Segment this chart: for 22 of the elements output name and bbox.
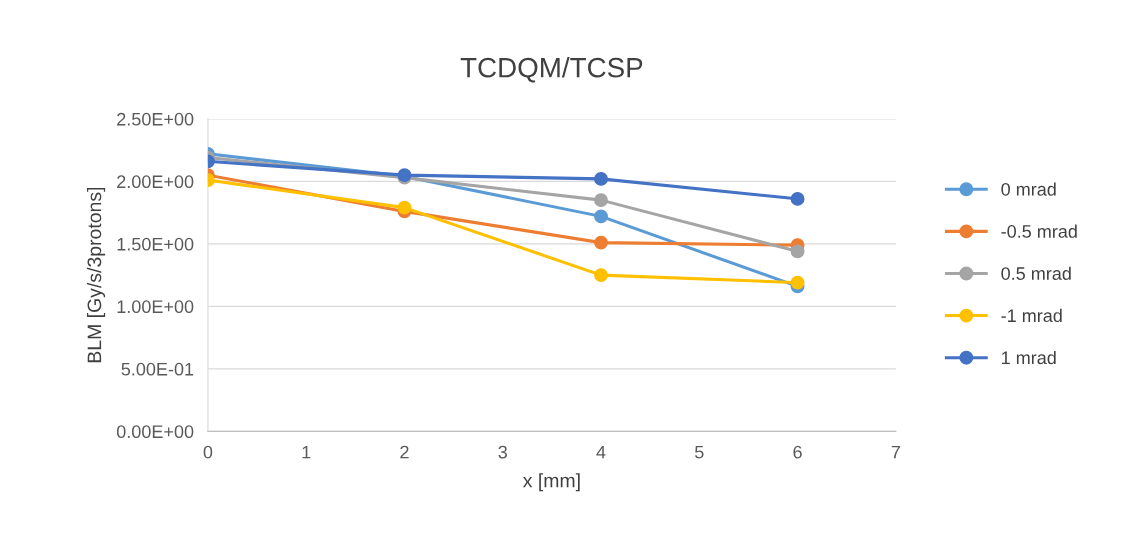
y-tick-label: 1.50E+00 [117,237,194,251]
y-tick-label: 1.00E+00 [117,300,194,314]
x-axis-title: x [mm] [522,473,580,492]
legend-label: -0.5 mrad [1001,224,1077,238]
x-tick-label: 6 [793,445,802,459]
y-tick-label: 5.00E-01 [121,362,194,376]
x-tick-label: 7 [891,445,900,459]
x-tick-label: 2 [400,445,409,459]
y-tick-label: 0.00E+00 [116,425,194,439]
legend-label: 1 mrad [1002,350,1056,365]
y-axis-title: BLM [Gy/s/3protons] [87,187,106,363]
x-tick-label: 0 [203,445,213,459]
x-tick-label: 3 [498,445,507,459]
legend-label: 0 mrad [1001,182,1056,196]
legend-label: -1 mrad [1001,308,1062,323]
x-tick-label: 5 [694,445,704,459]
x-tick-label: 4 [596,445,606,459]
y-tick-label: 2.50E+00 [117,112,194,126]
legend-label: 0.5 mrad [1001,266,1071,280]
y-tick-label: 2.00E+00 [117,175,194,189]
x-tick-label: 1 [302,445,311,459]
chart-title: TCDQM/TCSP [460,57,643,83]
